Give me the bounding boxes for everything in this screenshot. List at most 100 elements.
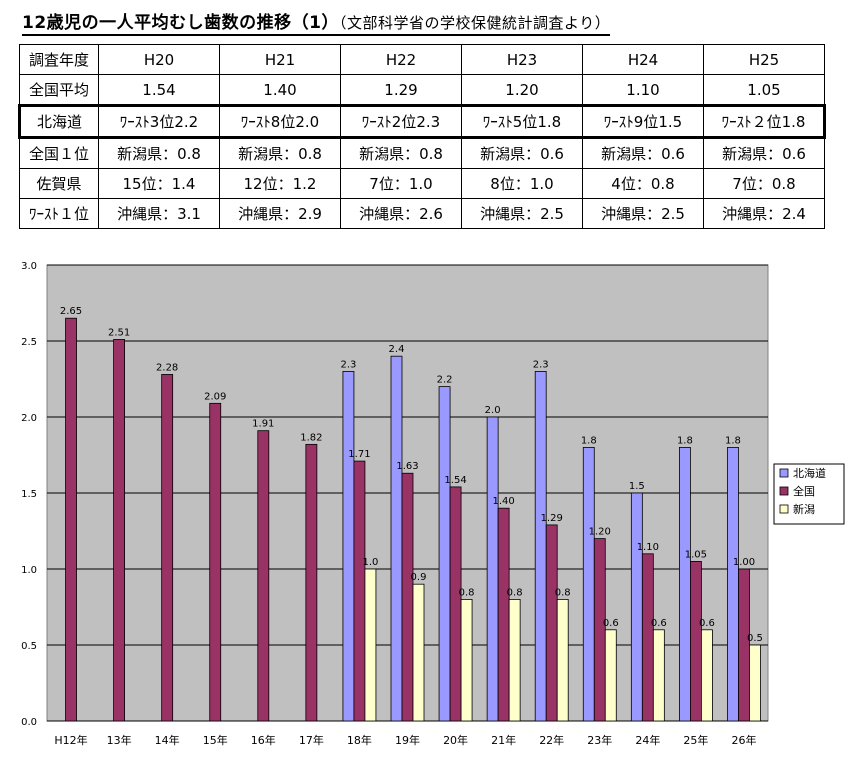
table-cell: 1.54 — [98, 74, 220, 106]
table-cell: 12位：1.2 — [219, 168, 341, 199]
table-row: ﾜｰｽﾄ１位 沖縄県：3.1 沖縄県：2.9 沖縄県：2.6 沖縄県：2.5 沖… — [19, 198, 825, 229]
bar — [353, 460, 366, 722]
table-cell: 新潟県：0.8 — [340, 137, 462, 169]
x-tick-label: H12年 — [54, 733, 87, 747]
x-tick-label: 15年 — [203, 733, 228, 747]
bar — [508, 598, 521, 722]
x-tick-label: 19年 — [395, 733, 420, 747]
bar — [486, 416, 499, 722]
table-cell: 沖縄県：2.5 — [461, 198, 583, 229]
data-label: 1.05 — [685, 549, 707, 560]
header-cell: H23 — [461, 44, 583, 75]
page-title: 12歳児の一人平均むし歯数の推移（1）（文部科学省の学校保健統計調査より） — [22, 8, 611, 36]
table-cell: ﾜｰｽﾄ9位1.5 — [582, 104, 704, 139]
bar — [556, 598, 569, 722]
table-cell: 7位：1.0 — [340, 168, 462, 199]
table-row-highlighted: 北海道 ﾜｰｽﾄ3位2.2 ﾜｰｽﾄ8位2.0 ﾜｰｽﾄ2位2.3 ﾜｰｽﾄ5位… — [18, 104, 826, 139]
legend-label: 新潟 — [793, 502, 815, 516]
bar — [161, 374, 174, 722]
table-cell: 新潟県：0.8 — [98, 137, 220, 169]
data-label: 1.82 — [300, 432, 322, 443]
data-label: 0.6 — [699, 618, 715, 629]
table-cell: 新潟県：0.8 — [219, 137, 341, 169]
table-cell: 沖縄県：3.1 — [98, 198, 220, 229]
data-label: 1.0 — [362, 557, 378, 568]
bar — [604, 629, 617, 722]
bar — [460, 598, 473, 722]
y-tick-label: 3.0 — [21, 261, 37, 272]
x-tick-label: 16年 — [251, 733, 276, 747]
data-label: 0.8 — [555, 587, 571, 598]
table-cell: ﾜｰｽﾄ２位1.8 — [703, 104, 826, 139]
row-label: 佐賀県 — [19, 168, 99, 199]
bar — [545, 524, 558, 722]
bar — [401, 472, 414, 722]
y-tick-label: 0.0 — [21, 717, 37, 728]
table-cell: 沖縄県：2.5 — [582, 198, 704, 229]
y-tick-label: 2.5 — [21, 337, 37, 348]
statistics-table: 調査年度 H20 H21 H22 H23 H24 H25 全国平均 1.54 1… — [18, 44, 826, 229]
data-label: 2.3 — [340, 359, 356, 370]
table-cell: ﾜｰｽﾄ2位2.3 — [340, 104, 462, 139]
x-tick-label: 22年 — [539, 733, 564, 747]
table-cell: ﾜｰｽﾄ8位2.0 — [219, 104, 341, 139]
legend-swatch — [779, 486, 789, 496]
data-label: 1.8 — [581, 435, 597, 446]
bar — [342, 371, 355, 722]
table-cell: 8位：1.0 — [461, 168, 583, 199]
bar — [641, 553, 654, 722]
data-label: 0.8 — [507, 587, 523, 598]
data-label: 2.0 — [485, 405, 501, 416]
legend-label: 全国 — [793, 484, 815, 498]
table-row: 全国１位 新潟県：0.8 新潟県：0.8 新潟県：0.8 新潟県：0.6 新潟県… — [19, 137, 825, 169]
data-label: 1.8 — [677, 435, 693, 446]
data-label: 0.6 — [603, 618, 619, 629]
bar — [113, 339, 125, 722]
bar — [593, 538, 606, 722]
header-cell: H24 — [582, 44, 704, 75]
table-cell: 沖縄県：2.6 — [340, 198, 462, 229]
data-label: 0.8 — [459, 587, 475, 598]
bar — [305, 443, 318, 722]
data-label: 2.3 — [533, 359, 549, 370]
header-cell: H25 — [703, 44, 825, 75]
x-tick-label: 18年 — [347, 733, 372, 747]
row-label: ﾜｰｽﾄ１位 — [19, 198, 99, 229]
table-cell: ﾜｰｽﾄ5位1.8 — [461, 104, 583, 139]
header-cell: 調査年度 — [19, 44, 99, 75]
table-cell: 15位：1.4 — [98, 168, 220, 199]
x-tick-label: 17年 — [299, 733, 324, 747]
table-cell: 4位：0.8 — [582, 168, 704, 199]
data-label: 0.6 — [651, 618, 667, 629]
table-row: 佐賀県 15位：1.4 12位：1.2 7位：1.0 8位：1.0 4位：0.8… — [19, 168, 825, 199]
table-cell: 1.40 — [219, 74, 341, 106]
bar — [701, 629, 713, 722]
row-label: 北海道 — [18, 104, 99, 139]
title-main: 12歳児の一人平均むし歯数の推移（1） — [22, 13, 339, 33]
bar — [390, 355, 403, 722]
table-cell: 1.05 — [703, 74, 825, 106]
x-tick-label: 14年 — [155, 733, 180, 747]
data-label: 2.65 — [60, 306, 82, 317]
data-label: 0.5 — [747, 633, 763, 644]
x-tick-label: 24年 — [635, 733, 660, 747]
table-cell: 1.10 — [582, 74, 704, 106]
row-label: 全国１位 — [19, 137, 99, 169]
data-label: 2.09 — [204, 391, 226, 402]
bar — [652, 629, 665, 722]
bar-chart: 0.0 0.5 1.0 1.5 2.0 2.5 3.0 H12年 13年 14年 15年 16年 17年… — [0, 256, 850, 768]
bar — [582, 446, 595, 722]
table-header-row: 調査年度 H20 H21 H22 H23 H24 H25 — [19, 44, 825, 75]
data-label: 1.54 — [444, 475, 466, 486]
bar — [749, 644, 761, 722]
table-cell: 沖縄県：2.4 — [703, 198, 825, 229]
bar — [497, 507, 510, 722]
bar — [690, 560, 702, 722]
header-cell: H22 — [340, 44, 462, 75]
data-label: 1.63 — [396, 461, 418, 472]
data-label: 1.29 — [541, 513, 563, 524]
bar — [364, 568, 377, 722]
data-label: 1.8 — [725, 435, 741, 446]
row-label: 全国平均 — [19, 74, 99, 106]
data-label: 0.9 — [411, 572, 427, 583]
